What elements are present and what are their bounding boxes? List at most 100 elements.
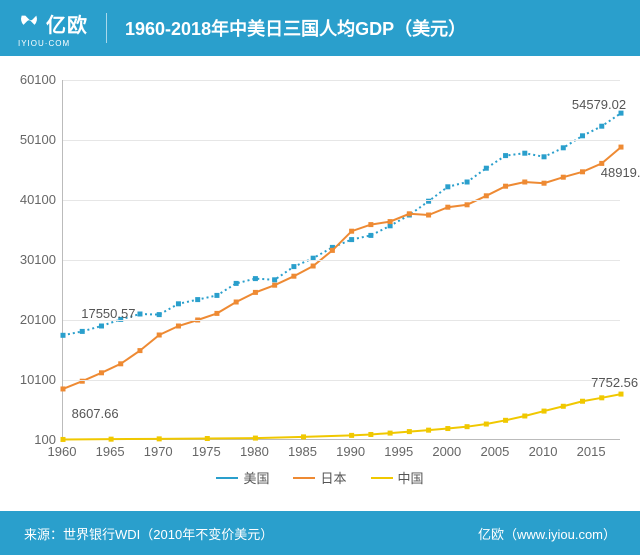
marker — [118, 361, 123, 366]
x-tick-label: 1980 — [240, 444, 269, 459]
y-tick-label: 60100 — [0, 72, 56, 87]
credit-text: 亿欧（www.iyiou.com） — [478, 524, 616, 543]
marker — [522, 151, 527, 156]
marker — [561, 145, 566, 150]
marker — [619, 145, 624, 150]
marker — [522, 414, 527, 419]
x-tick-label: 1990 — [336, 444, 365, 459]
marker — [205, 436, 210, 441]
source-text: 来源：世界银行WDI（2010年不变价美元） — [24, 524, 273, 543]
marker — [214, 311, 219, 316]
marker — [99, 370, 104, 375]
marker — [253, 436, 258, 441]
marker — [561, 404, 566, 409]
marker — [330, 248, 335, 253]
marker — [465, 424, 470, 429]
legend: 美国 日本 中国 — [0, 468, 640, 487]
marker — [272, 283, 277, 288]
marker — [234, 281, 239, 286]
marker — [61, 333, 66, 338]
x-tick-label: 2000 — [432, 444, 461, 459]
marker — [522, 180, 527, 185]
marker — [253, 290, 258, 295]
marker — [349, 433, 354, 438]
marker — [542, 181, 547, 186]
marker — [61, 437, 66, 442]
x-tick-label: 1975 — [192, 444, 221, 459]
marker — [503, 184, 508, 189]
series-line — [63, 113, 621, 335]
marker — [465, 202, 470, 207]
brand-url: IYIOU·COM — [18, 39, 70, 48]
marker — [445, 184, 450, 189]
marker — [503, 153, 508, 158]
x-tick-label: 2005 — [480, 444, 509, 459]
marker — [253, 276, 258, 281]
y-tick-label: 40100 — [0, 192, 56, 207]
marker — [195, 297, 200, 302]
brand-name: 亿欧 — [46, 9, 88, 38]
logo: 亿欧 IYIOU·COM — [18, 9, 88, 48]
marker — [176, 301, 181, 306]
legend-item: 美国 — [216, 468, 269, 487]
marker — [484, 193, 489, 198]
footer-bar: 来源：世界银行WDI（2010年不变价美元） 亿欧（www.iyiou.com） — [0, 511, 640, 555]
marker — [368, 222, 373, 227]
marker — [157, 312, 162, 317]
y-tick-label: 10100 — [0, 372, 56, 387]
legend-marker — [216, 477, 238, 479]
marker — [368, 233, 373, 238]
marker — [407, 211, 412, 216]
marker — [426, 428, 431, 433]
marker — [619, 392, 624, 397]
x-tick-label: 2015 — [577, 444, 606, 459]
marker — [137, 348, 142, 353]
marker — [311, 264, 316, 269]
marker — [580, 133, 585, 138]
marker — [599, 395, 604, 400]
marker — [291, 274, 296, 279]
marker — [407, 429, 412, 434]
series-line — [63, 394, 621, 439]
y-tick-label: 50100 — [0, 132, 56, 147]
legend-marker — [371, 477, 393, 479]
legend-label: 中国 — [398, 468, 424, 487]
header-bar: 亿欧 IYIOU·COM 1960-2018年中美日三国人均GDP（美元） — [0, 0, 640, 56]
marker — [99, 324, 104, 329]
chart-title: 1960-2018年中美日三国人均GDP（美元） — [125, 15, 466, 41]
annotation: 7752.56 — [591, 375, 638, 390]
marker — [580, 169, 585, 174]
marker — [291, 264, 296, 269]
legend-label: 美国 — [243, 468, 269, 487]
marker — [465, 180, 470, 185]
annotation: 48919.80 — [601, 165, 640, 180]
marker — [234, 300, 239, 305]
plot-region — [62, 80, 620, 440]
marker — [157, 333, 162, 338]
marker — [214, 293, 219, 298]
marker — [388, 219, 393, 224]
marker — [561, 175, 566, 180]
chart-area: 美国日本中国 100101002010030100401005010060100… — [0, 56, 640, 511]
x-tick-label: 2010 — [529, 444, 558, 459]
header-divider — [106, 13, 107, 43]
marker — [388, 431, 393, 436]
marker — [580, 399, 585, 404]
legend-item: 日本 — [293, 468, 346, 487]
legend-marker — [293, 477, 315, 479]
legend-item: 中国 — [371, 468, 424, 487]
x-tick-label: 1970 — [144, 444, 173, 459]
annotation: 8607.66 — [72, 406, 119, 421]
legend-label: 日本 — [320, 468, 346, 487]
marker — [157, 436, 162, 441]
x-tick-label: 1985 — [288, 444, 317, 459]
marker — [349, 237, 354, 242]
logo-icon — [18, 12, 40, 34]
marker — [445, 205, 450, 210]
marker — [301, 434, 306, 439]
marker — [542, 154, 547, 159]
marker — [484, 166, 489, 171]
annotation: 54579.02 — [572, 97, 626, 112]
annotation: 17550.57 — [81, 306, 135, 321]
marker — [368, 432, 373, 437]
